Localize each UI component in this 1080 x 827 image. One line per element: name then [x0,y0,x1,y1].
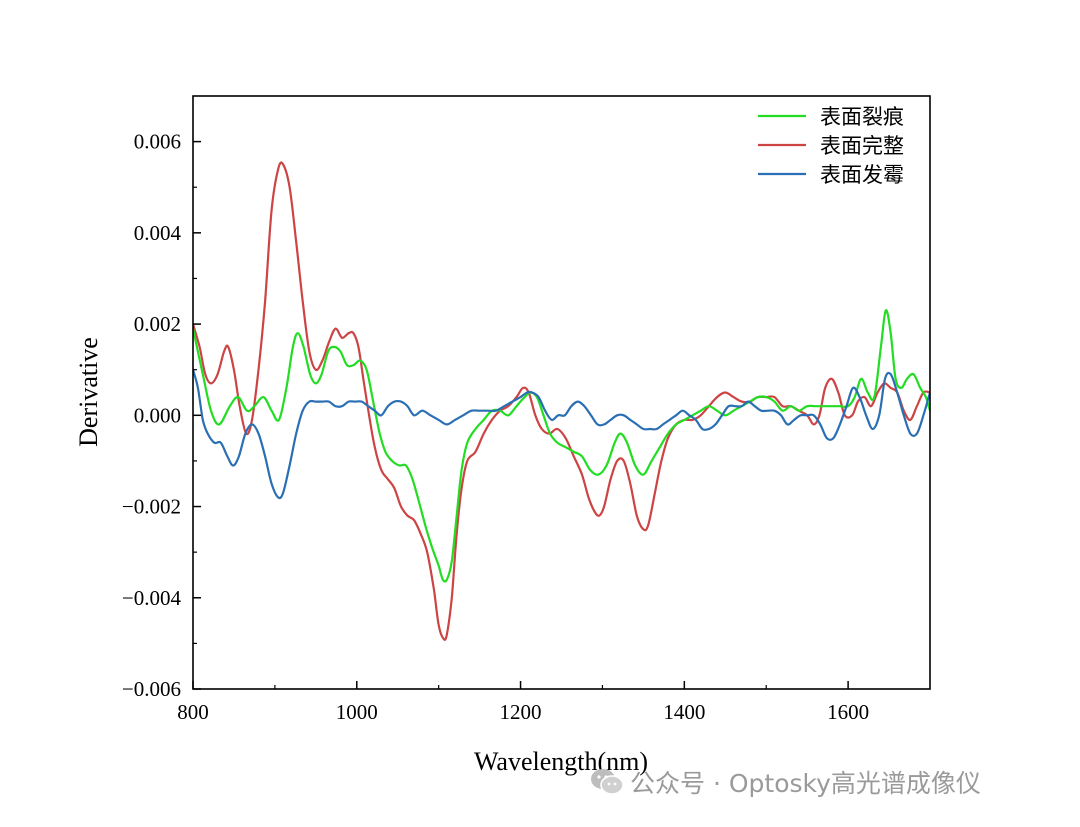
plot-frame [192,95,931,690]
y-axis-title: Derivative [74,337,103,447]
watermark-text: 公众号 · Optosky高光谱成像仪 [630,769,981,798]
y-tick-label: −0.006 [122,677,181,701]
x-tick-label: 1000 [336,700,378,724]
legend-label: 表面发霉 [820,163,904,187]
y-tick-label: 0.004 [134,221,182,245]
x-tick-label: 1600 [827,700,869,724]
y-tick-label: 0.002 [134,312,181,336]
legend-label: 表面完整 [820,134,904,158]
y-tick-label: 0.000 [134,403,181,427]
series-line-2 [193,369,930,500]
x-tick-label: 1200 [500,700,542,724]
x-axis-title: Wavelength(nm) [474,747,648,776]
series-line-0 [193,309,930,583]
wechat-icon [590,767,624,797]
legend-label: 表面裂痕 [820,105,904,129]
x-tick-label: 800 [177,700,209,724]
y-tick-label: 0.006 [134,130,181,154]
watermark: 公众号 · Optosky高光谱成像仪 [590,762,981,802]
y-tick-label: −0.004 [122,586,182,610]
y-tick-label: −0.002 [122,495,181,519]
x-axis: 800 1000 1200 1400 1600 [177,681,869,724]
x-tick-label: 1400 [663,700,705,724]
y-axis: −0.006 −0.004 −0.002 0.000 0.002 0.004 0.006 [122,130,201,701]
series-line-1 [193,161,930,641]
series-layer [193,161,930,641]
